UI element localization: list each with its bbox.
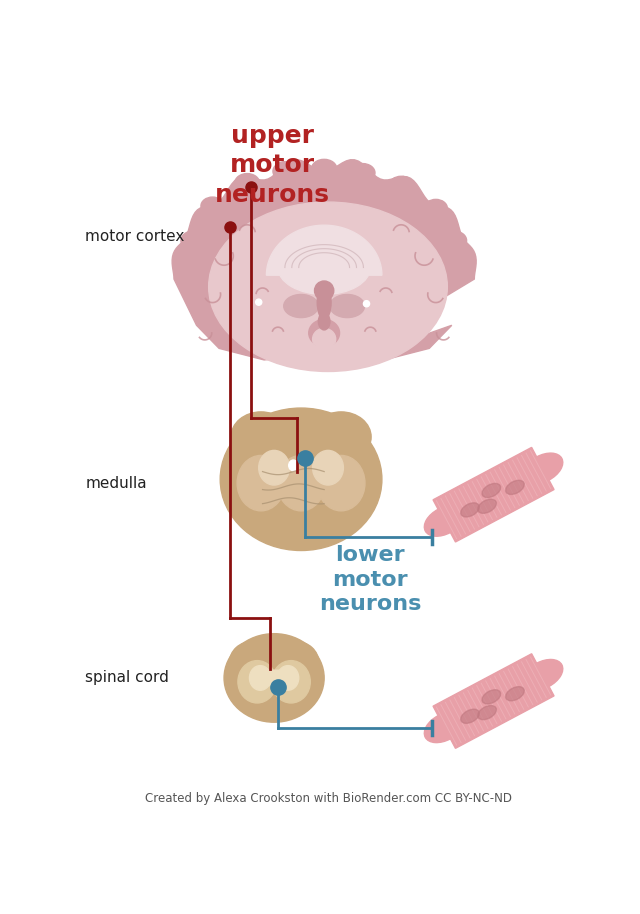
Ellipse shape xyxy=(230,642,276,684)
Ellipse shape xyxy=(220,408,382,550)
Ellipse shape xyxy=(461,709,479,723)
Polygon shape xyxy=(433,447,554,542)
Ellipse shape xyxy=(330,294,365,317)
Ellipse shape xyxy=(506,480,524,494)
FancyBboxPatch shape xyxy=(263,670,285,686)
Ellipse shape xyxy=(424,712,464,742)
Ellipse shape xyxy=(289,460,298,471)
Ellipse shape xyxy=(317,455,365,511)
Ellipse shape xyxy=(461,503,479,517)
Ellipse shape xyxy=(284,294,318,317)
Ellipse shape xyxy=(266,703,282,718)
Ellipse shape xyxy=(424,505,464,537)
Ellipse shape xyxy=(277,665,299,690)
Ellipse shape xyxy=(312,328,336,350)
Ellipse shape xyxy=(308,320,340,346)
Ellipse shape xyxy=(389,176,413,194)
Text: motor cortex: motor cortex xyxy=(86,229,185,244)
Ellipse shape xyxy=(312,451,344,485)
Text: upper
motor
neurons: upper motor neurons xyxy=(215,123,330,207)
Ellipse shape xyxy=(477,499,497,514)
Ellipse shape xyxy=(312,159,337,178)
Ellipse shape xyxy=(201,197,224,215)
Ellipse shape xyxy=(231,412,291,462)
Ellipse shape xyxy=(238,661,276,703)
Text: lower
motor
neurons: lower motor neurons xyxy=(319,545,422,614)
Ellipse shape xyxy=(482,690,500,704)
Ellipse shape xyxy=(255,299,262,305)
Ellipse shape xyxy=(237,455,285,511)
Ellipse shape xyxy=(259,451,289,485)
Ellipse shape xyxy=(318,313,330,330)
Ellipse shape xyxy=(273,162,298,181)
Polygon shape xyxy=(172,160,476,367)
Ellipse shape xyxy=(506,686,524,701)
Ellipse shape xyxy=(235,174,259,192)
Ellipse shape xyxy=(224,633,324,722)
Ellipse shape xyxy=(209,202,447,371)
Ellipse shape xyxy=(317,285,331,320)
Ellipse shape xyxy=(364,301,369,307)
Ellipse shape xyxy=(523,660,563,690)
Ellipse shape xyxy=(482,484,500,497)
Ellipse shape xyxy=(278,240,371,294)
Text: Created by Alexa Crookston with BioRender.com CC BY-NC-ND: Created by Alexa Crookston with BioRende… xyxy=(145,792,511,805)
Ellipse shape xyxy=(424,199,447,218)
Ellipse shape xyxy=(311,412,371,462)
Ellipse shape xyxy=(523,453,563,484)
Ellipse shape xyxy=(350,164,375,182)
Ellipse shape xyxy=(477,706,497,719)
Text: spinal cord: spinal cord xyxy=(86,671,170,686)
Ellipse shape xyxy=(250,665,271,690)
Polygon shape xyxy=(266,225,382,275)
Ellipse shape xyxy=(272,661,310,703)
Ellipse shape xyxy=(444,231,467,250)
Polygon shape xyxy=(433,654,554,749)
Ellipse shape xyxy=(181,231,205,250)
Ellipse shape xyxy=(273,642,319,684)
Ellipse shape xyxy=(314,281,334,301)
Ellipse shape xyxy=(277,455,325,511)
Text: medulla: medulla xyxy=(86,475,147,491)
